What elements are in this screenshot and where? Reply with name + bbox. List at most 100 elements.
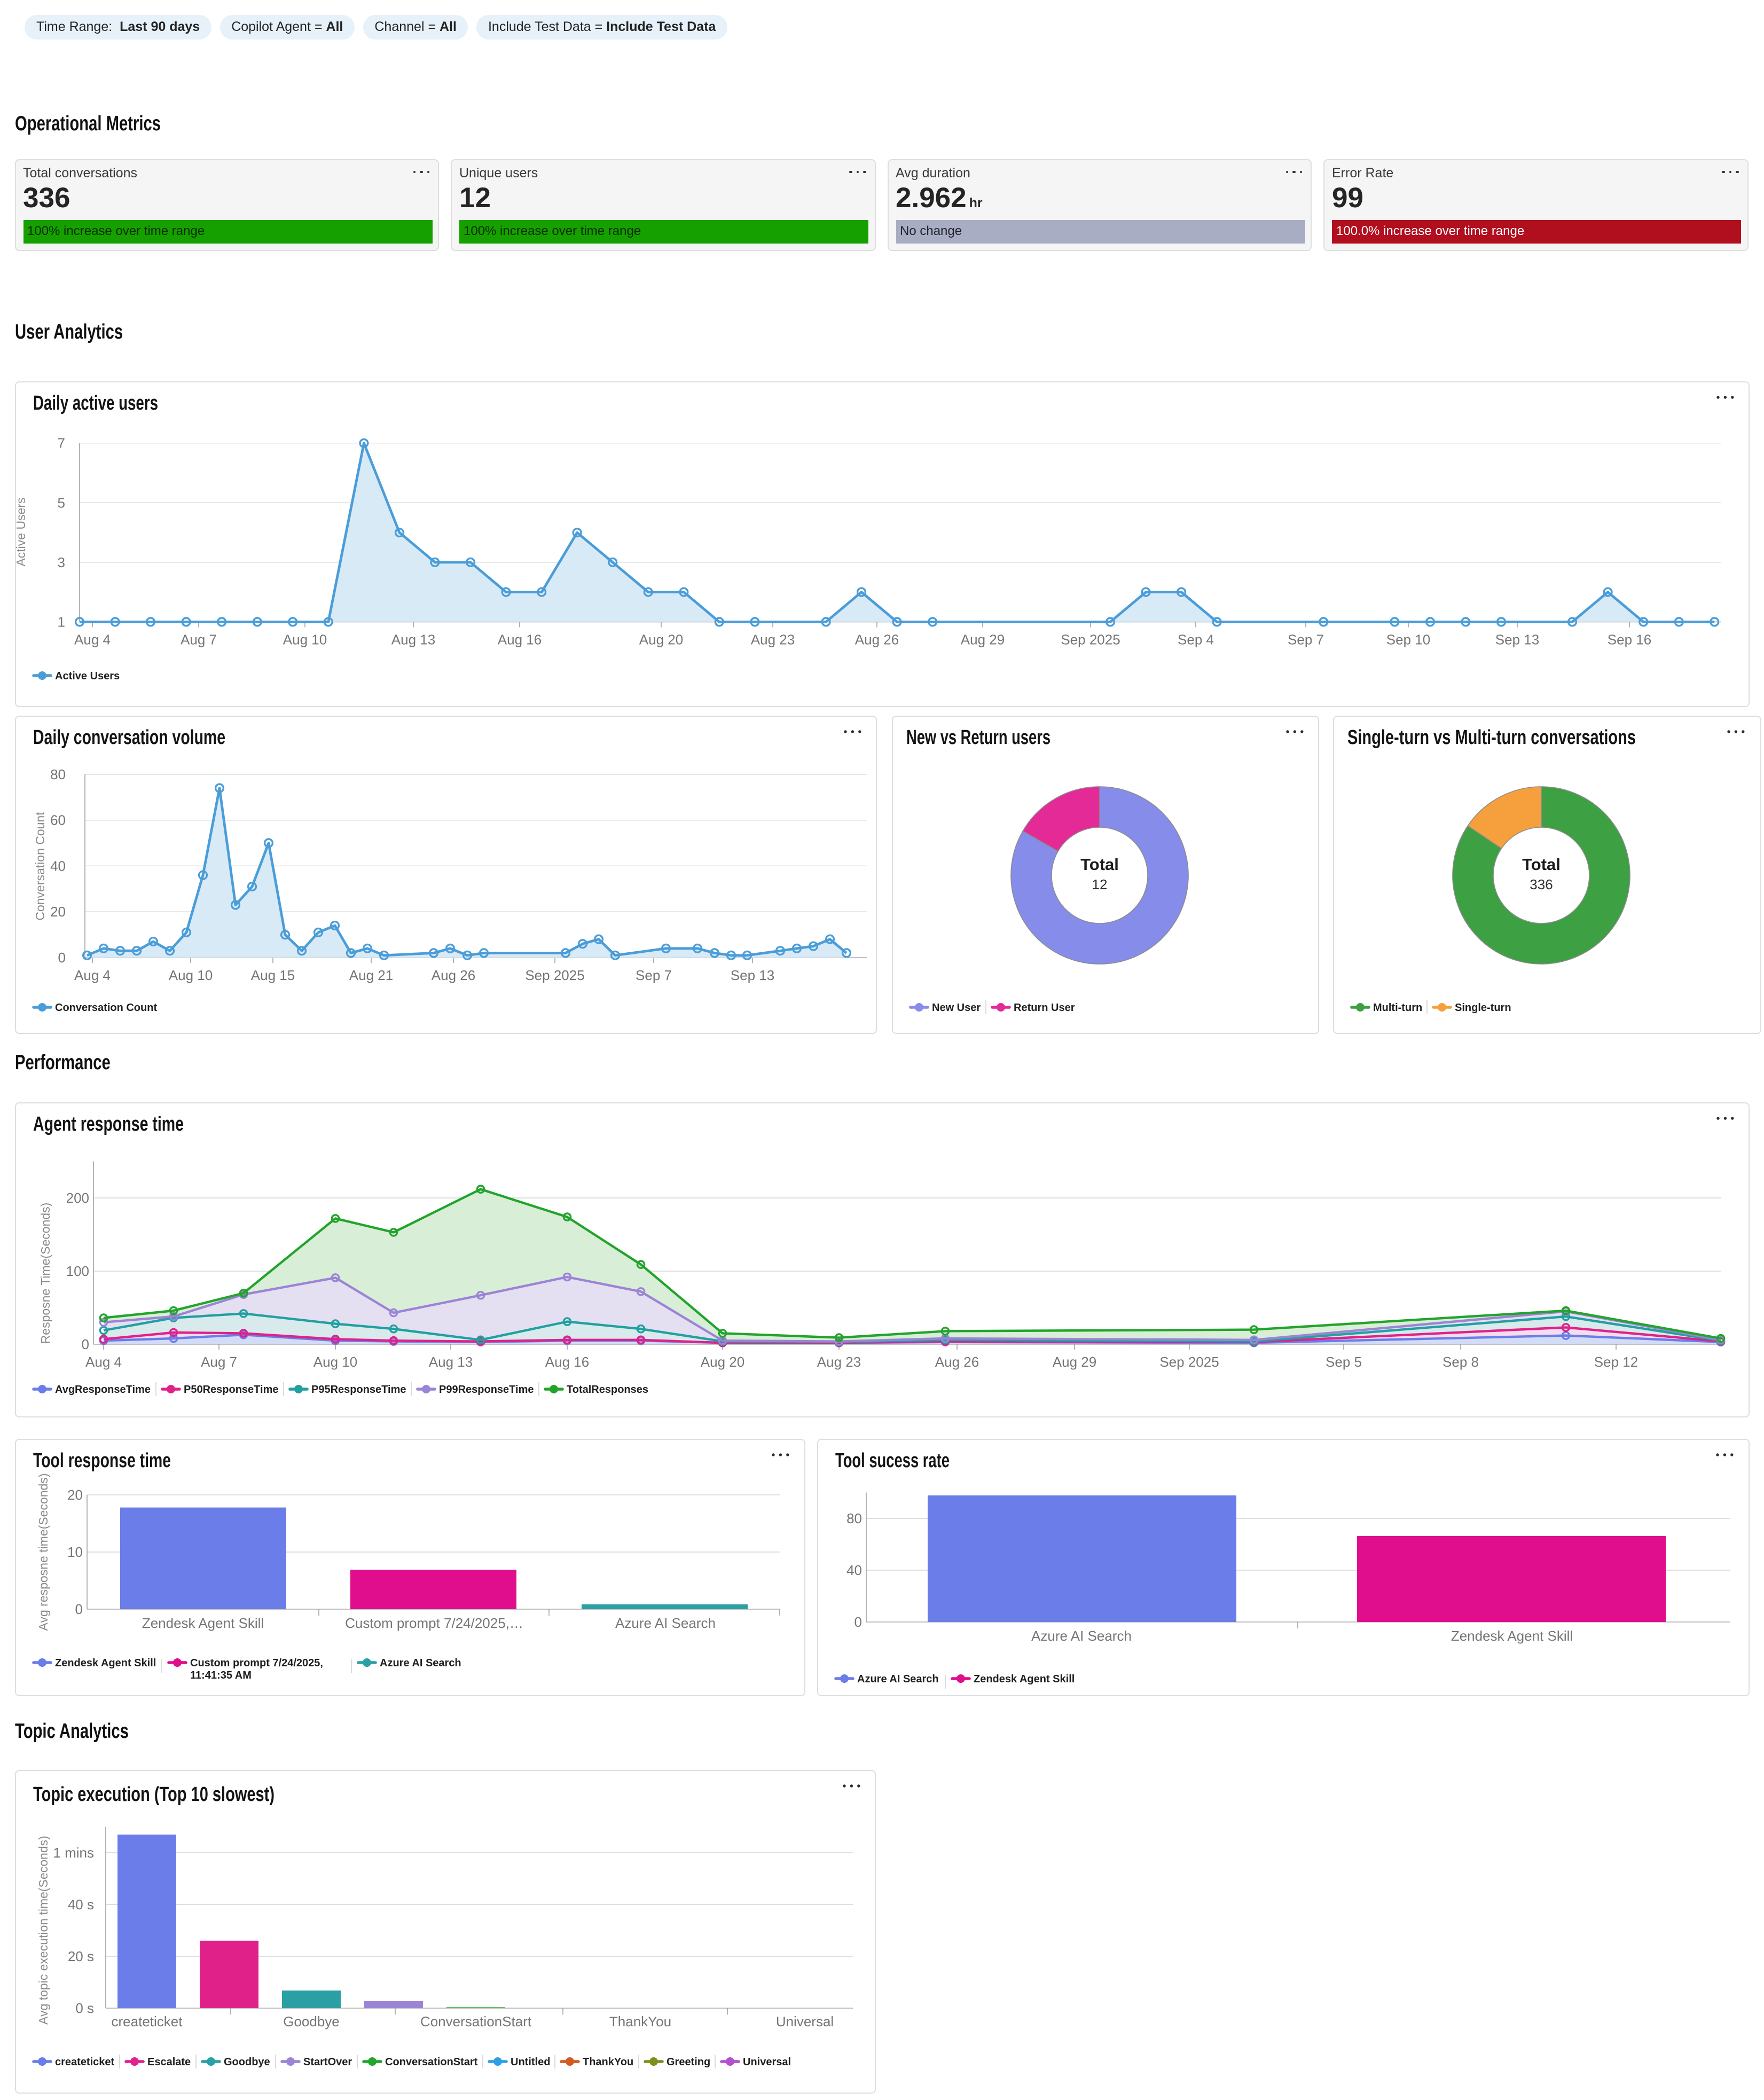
svg-text:Daily conversation volume: Daily conversation volume	[33, 726, 225, 749]
svg-text:Sep 2025: Sep 2025	[1159, 1353, 1218, 1369]
svg-text:0 s: 0 s	[75, 2000, 93, 2016]
svg-text:Aug 4: Aug 4	[85, 1353, 121, 1369]
svg-text:0: 0	[854, 1614, 862, 1630]
svg-text:Greeting: Greeting	[666, 2056, 710, 2068]
svg-text:Aug 10: Aug 10	[168, 967, 212, 983]
svg-text:Custom prompt 7/24/2025,…: Custom prompt 7/24/2025,…	[344, 1615, 523, 1631]
svg-text:80: 80	[50, 766, 65, 782]
svg-text:Aug 13: Aug 13	[391, 631, 435, 647]
svg-text:Aug 10: Aug 10	[283, 631, 326, 647]
svg-text:Escalate: Escalate	[147, 2056, 190, 2068]
svg-text:Goodbye: Goodbye	[223, 2056, 270, 2068]
svg-text:0: 0	[75, 1601, 82, 1617]
svg-text:Goodbye: Goodbye	[283, 2013, 339, 2030]
svg-text:Azure AI Search: Azure AI Search	[379, 1657, 461, 1669]
svg-text:New User: New User	[931, 1002, 980, 1014]
svg-text:Sep 2025: Sep 2025	[524, 967, 584, 983]
svg-text:Active Users: Active Users	[15, 497, 27, 566]
svg-text:Aug 15: Aug 15	[250, 967, 294, 983]
svg-text:Agent response time: Agent response time	[33, 1112, 183, 1135]
svg-text:20: 20	[50, 904, 65, 920]
svg-text:Topic execution (Top 10 slowes: Topic execution (Top 10 slowest)	[33, 1783, 274, 1806]
svg-text:Sep 7: Sep 7	[635, 967, 671, 983]
svg-text:Avg resposne time(Seconds): Avg resposne time(Seconds)	[36, 1474, 50, 1631]
svg-text:Aug 16: Aug 16	[497, 631, 541, 647]
svg-text:40: 40	[50, 858, 65, 874]
svg-text:AvgResponseTime: AvgResponseTime	[54, 1383, 150, 1395]
svg-text:StartOver: StartOver	[303, 2056, 351, 2068]
svg-text:createticket: createticket	[54, 2056, 114, 2068]
svg-text:Sep 12: Sep 12	[1594, 1353, 1637, 1369]
svg-text:Azure AI Search: Azure AI Search	[615, 1615, 715, 1631]
svg-text:Sep 13: Sep 13	[730, 967, 774, 983]
svg-text:Sep 8: Sep 8	[1442, 1353, 1478, 1369]
svg-text:P50ResponseTime: P50ResponseTime	[183, 1383, 278, 1395]
svg-text:200: 200	[66, 1189, 89, 1205]
svg-text:createticket: createticket	[111, 2013, 183, 2030]
svg-text:Zendesk Agent Skill: Zendesk Agent Skill	[1451, 1628, 1573, 1644]
svg-text:Aug 20: Aug 20	[700, 1353, 744, 1369]
svg-text:Daily active users: Daily active users	[33, 391, 158, 414]
svg-text:0: 0	[81, 1336, 89, 1352]
svg-text:Aug 29: Aug 29	[960, 631, 1004, 647]
svg-text:80: 80	[846, 1510, 862, 1526]
svg-text:Aug 4: Aug 4	[74, 967, 110, 983]
svg-text:Aug 7: Aug 7	[200, 1353, 237, 1369]
svg-text:New vs Return users: New vs Return users	[906, 726, 1050, 749]
svg-text:0: 0	[58, 950, 65, 966]
svg-text:Aug 23: Aug 23	[817, 1353, 860, 1369]
svg-text:10: 10	[67, 1544, 82, 1560]
svg-text:Sep 13: Sep 13	[1495, 631, 1539, 647]
svg-text:Sep 5: Sep 5	[1325, 1353, 1361, 1369]
svg-text:Sep 7: Sep 7	[1287, 631, 1323, 647]
svg-text:40: 40	[846, 1562, 862, 1578]
svg-text:P99ResponseTime: P99ResponseTime	[438, 1383, 534, 1395]
svg-text:Azure AI Search: Azure AI Search	[1031, 1628, 1132, 1644]
svg-text:TotalResponses: TotalResponses	[566, 1383, 648, 1395]
svg-text:Universal: Universal	[775, 2013, 833, 2030]
svg-text:Tool sucess rate: Tool sucess rate	[835, 1449, 950, 1472]
svg-text:Conversation Count: Conversation Count	[33, 812, 46, 921]
svg-text:Single-turn vs Multi-turn conv: Single-turn vs Multi-turn conversations	[1347, 726, 1636, 749]
svg-text:Zendesk Agent Skill: Zendesk Agent Skill	[54, 1657, 155, 1669]
svg-text:5: 5	[57, 494, 65, 510]
svg-text:40 s: 40 s	[67, 1897, 93, 1913]
svg-text:Aug 13: Aug 13	[428, 1353, 472, 1369]
svg-text:12: 12	[1092, 876, 1107, 892]
svg-text:1: 1	[57, 614, 65, 630]
svg-text:Total: Total	[1522, 855, 1561, 874]
svg-text:Aug 29: Aug 29	[1052, 1353, 1096, 1369]
svg-text:Aug 7: Aug 7	[180, 631, 216, 647]
svg-text:ConversationStart: ConversationStart	[385, 2056, 477, 2068]
svg-text:ThankYou: ThankYou	[582, 2056, 633, 2068]
svg-text:1 mins: 1 mins	[52, 1845, 93, 1861]
svg-text:Untitled: Untitled	[510, 2056, 550, 2068]
svg-text:Custom prompt 7/24/2025,: Custom prompt 7/24/2025,	[190, 1657, 323, 1669]
svg-text:Total: Total	[1080, 855, 1118, 874]
svg-text:Avg topic execution time(Secon: Avg topic execution time(Seconds)	[36, 1836, 50, 2025]
svg-text:100: 100	[66, 1263, 89, 1279]
svg-text:7: 7	[57, 435, 65, 451]
svg-text:Sep 4: Sep 4	[1177, 631, 1213, 647]
svg-text:Single-turn: Single-turn	[1455, 1002, 1511, 1014]
svg-text:Aug 21: Aug 21	[349, 967, 393, 983]
svg-text:Tool response time: Tool response time	[33, 1449, 170, 1472]
svg-text:Return User: Return User	[1013, 1002, 1075, 1014]
svg-text:Sep 10: Sep 10	[1386, 631, 1430, 647]
svg-text:Multi-turn: Multi-turn	[1373, 1002, 1422, 1014]
svg-text:Sep 16: Sep 16	[1607, 631, 1651, 647]
svg-text:Aug 4: Aug 4	[74, 631, 110, 647]
svg-text:Sep 2025: Sep 2025	[1060, 631, 1119, 647]
svg-text:20 s: 20 s	[67, 1948, 93, 1964]
svg-text:Aug 16: Aug 16	[545, 1353, 589, 1369]
svg-text:Azure AI Search: Azure AI Search	[857, 1673, 939, 1685]
svg-text:Zendesk Agent Skill: Zendesk Agent Skill	[974, 1673, 1075, 1685]
svg-text:Aug 26: Aug 26	[854, 631, 898, 647]
svg-text:Aug 20: Aug 20	[639, 631, 683, 647]
svg-text:ConversationStart: ConversationStart	[420, 2013, 531, 2030]
svg-text:Universal: Universal	[742, 2056, 790, 2068]
svg-text:11:41:35 AM: 11:41:35 AM	[190, 1670, 251, 1681]
svg-text:20: 20	[67, 1487, 82, 1503]
svg-text:336: 336	[1530, 876, 1553, 892]
svg-text:Aug 26: Aug 26	[935, 1353, 978, 1369]
